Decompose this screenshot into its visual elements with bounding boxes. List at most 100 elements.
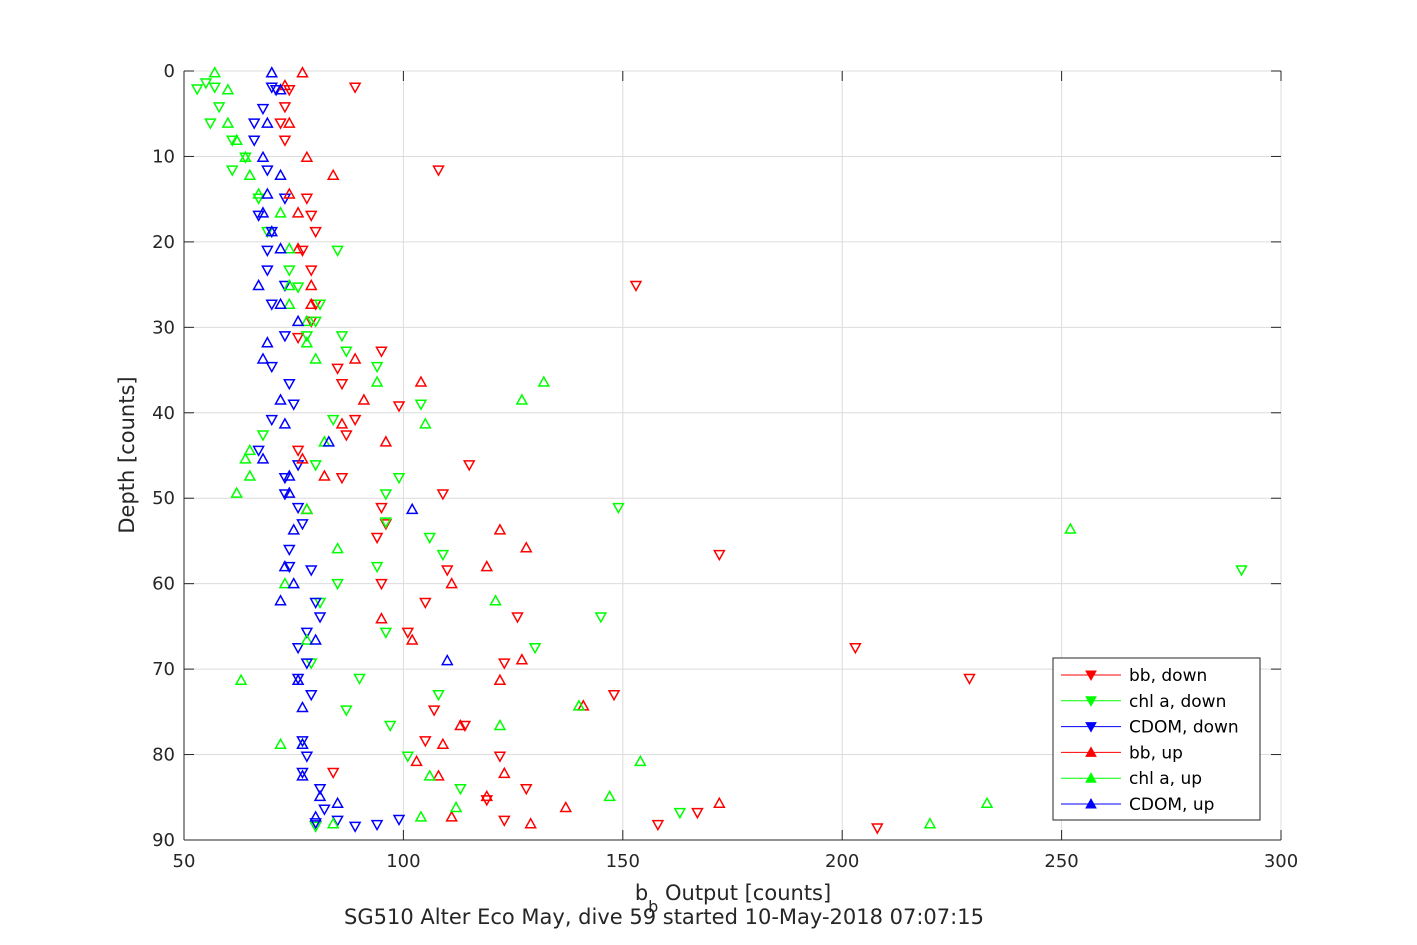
data-point [283, 187, 296, 199]
data-point [283, 561, 296, 574]
data-point [357, 393, 371, 405]
data-point [454, 718, 467, 731]
data-point [239, 150, 252, 163]
data-point [291, 673, 305, 685]
data-point [283, 297, 296, 310]
data-point [274, 242, 287, 254]
data-point [265, 66, 279, 78]
data-point [379, 435, 393, 447]
data-point [256, 452, 270, 464]
data-point [309, 316, 322, 328]
data-point [493, 523, 507, 535]
data-point [691, 807, 704, 820]
data-point [283, 486, 296, 498]
data-point [419, 597, 432, 610]
data-point [340, 346, 353, 358]
data-point [300, 331, 314, 343]
data-point [313, 783, 327, 796]
data-point [713, 796, 726, 809]
data-point [405, 633, 419, 645]
data-point [283, 116, 296, 128]
data-point [278, 417, 292, 429]
data-point [296, 452, 309, 464]
data-point [331, 796, 344, 809]
data-point [375, 578, 388, 591]
data-point [291, 314, 305, 327]
data-point [265, 225, 279, 237]
data-point [963, 673, 976, 686]
data-point [572, 699, 586, 711]
data-point [331, 363, 344, 375]
data-point [274, 118, 287, 130]
data-point [326, 817, 340, 829]
data-point [449, 800, 463, 813]
data-point [300, 658, 314, 670]
x-axis-label: bb Output [counts] [635, 881, 831, 916]
x-tick-label: 150 [606, 851, 640, 872]
data-point [256, 430, 270, 442]
x-tick-label: 200 [825, 851, 859, 872]
data-point [673, 807, 687, 820]
data-point [414, 399, 428, 411]
y-tick-label: 80 [152, 745, 175, 766]
data-point [291, 332, 305, 345]
data-point [304, 297, 318, 310]
data-point [291, 282, 305, 294]
data-point [274, 594, 287, 606]
data-point [498, 815, 511, 827]
data-point [528, 643, 542, 655]
data-point [414, 810, 428, 822]
data-point [291, 502, 305, 515]
legend-label: bb, up [1129, 743, 1183, 763]
data-point [265, 82, 279, 94]
data-point [313, 789, 327, 802]
legend-marker [1085, 696, 1097, 707]
data-point [375, 612, 388, 624]
data-point [1235, 565, 1248, 577]
data-point [291, 445, 305, 457]
data-point [287, 399, 300, 411]
data-point [559, 800, 573, 813]
data-point [318, 804, 331, 816]
data-point [410, 754, 423, 767]
data-point [296, 519, 309, 531]
legend: bb, down chl a, down CDOM, down bb, up chl a… [1052, 657, 1261, 821]
legend-marker [1085, 670, 1097, 682]
data-point [445, 577, 458, 589]
data-point [199, 78, 213, 90]
data-point [379, 517, 393, 529]
data-point [261, 187, 274, 199]
data-point [274, 83, 287, 95]
data-point [261, 116, 274, 128]
data-point [274, 206, 287, 218]
data-point [436, 737, 450, 750]
data-point [462, 460, 476, 472]
data-point [458, 720, 472, 733]
legend-marker [1085, 722, 1097, 733]
data-point [261, 245, 274, 257]
data-point [283, 544, 296, 557]
data-point [296, 737, 309, 750]
x-tick-label: 50 [173, 851, 196, 872]
data-point [980, 796, 994, 809]
data-point [511, 612, 524, 624]
legend-box [1052, 657, 1261, 821]
data-point [261, 265, 274, 277]
data-point [379, 627, 393, 639]
data-point [441, 654, 454, 666]
data-point [629, 280, 643, 293]
data-point [335, 472, 349, 485]
data-point [309, 352, 322, 364]
data-point [278, 489, 292, 501]
data-point [278, 102, 292, 114]
data-point [309, 818, 322, 830]
x-tick-label: 300 [1264, 851, 1298, 872]
x-tick-label: 100 [386, 851, 420, 872]
data-point [493, 673, 507, 685]
data-point [594, 612, 608, 624]
data-point [392, 472, 406, 485]
data-point [309, 597, 322, 610]
data-point [304, 565, 318, 577]
data-point [204, 118, 217, 130]
data-point [519, 783, 533, 796]
